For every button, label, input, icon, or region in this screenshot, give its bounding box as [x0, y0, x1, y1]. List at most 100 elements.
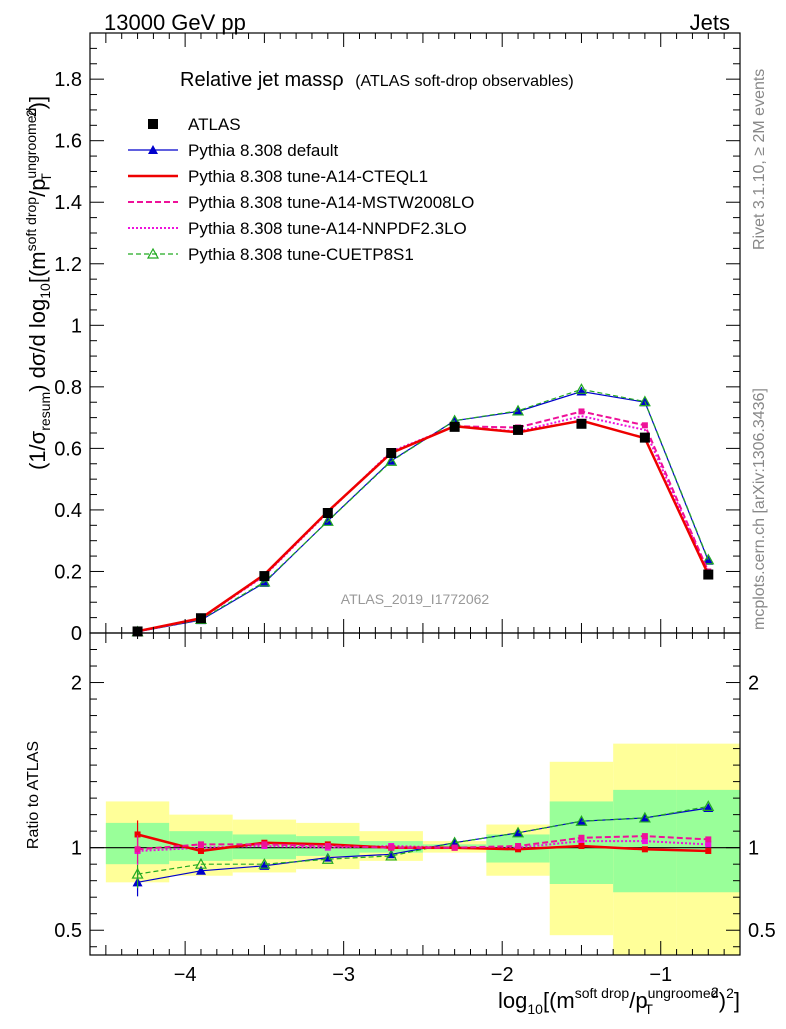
- data-point-atlas-7: [576, 418, 587, 429]
- ratio-point-pythia-8-308-tune-a14-nnpdf2-3lo-1: [197, 844, 204, 851]
- y-tick-label: 1.2: [54, 254, 82, 276]
- ratio-point-pythia-8-308-tune-cuetp8s1-2: [258, 857, 271, 869]
- y-tick-label: 0.4: [54, 500, 82, 522]
- ratio-point-pythia-8-308-tune-cuetp8s1-7: [575, 815, 588, 826]
- ratio-y-tick-label-right: 0.5: [748, 920, 776, 942]
- legend-label-pythia-8-308-tune-a14-nnpdf2-3lo: Pythia 8.308 tune-A14-NNPDF2.3LO: [188, 219, 467, 238]
- legend-marker-pythia-8-308-tune-cuetp8s1: [146, 247, 160, 259]
- x-axis-label: log10[(msoft drop/pungroomed T2)2]: [498, 984, 740, 1017]
- legend: ATLAS Pythia 8.308 default Pythia 8.308 tu…: [128, 115, 474, 264]
- y-tick-label: 1.4: [54, 192, 82, 214]
- ratio-y-tick-label-right: 2: [748, 673, 759, 695]
- ratio-point-pythia-8-308-tune-a14-cteql1-1: [197, 847, 204, 854]
- y-tick-label: 0: [71, 623, 82, 645]
- plot-title-sub: (ATLAS soft-drop observables): [355, 73, 573, 90]
- ratio-point-pythia-8-308-tune-a14-cteql1-0: [134, 831, 141, 838]
- data-point-pythia-8-308-default-9: [703, 555, 714, 565]
- y-tick-label: 0.6: [54, 438, 82, 460]
- ratio-point-pythia-8-308-tune-a14-mstw2008lo-4: [388, 844, 395, 851]
- ratio-point-pythia-8-308-tune-a14-mstw2008lo-5: [451, 844, 458, 851]
- ratio-point-pythia-8-308-tune-cuetp8s1-0: [131, 867, 144, 879]
- ratio-point-pythia-8-308-default-5: [449, 837, 460, 847]
- ratio-y-tick-label-right: 1: [748, 838, 759, 860]
- series-line-pythia-8-308-tune-cuetp8s1: [137, 388, 709, 633]
- legend-label-pythia-8-308-tune-a14-cteql1: Pythia 8.308 tune-A14-CTEQL1: [188, 167, 428, 186]
- ratio-point-pythia-8-308-tune-a14-mstw2008lo-8: [641, 833, 648, 840]
- data-point-pythia-8-308-tune-a14-mstw2008lo-8: [641, 422, 648, 429]
- header-right-label: Jets: [690, 10, 730, 35]
- analysis-tag: ATLAS_2019_I1772062: [341, 591, 490, 607]
- data-point-pythia-8-308-default-4: [386, 455, 397, 465]
- data-point-pythia-8-308-tune-cuetp8s1-3: [321, 515, 334, 526]
- legend-label-pythia-8-308-default: Pythia 8.308 default: [188, 141, 339, 160]
- data-point-atlas-3: [322, 508, 333, 518]
- data-point-pythia-8-308-tune-cuetp8s1-7: [575, 383, 588, 394]
- ratio-point-pythia-8-308-tune-a14-cteql1-9: [705, 847, 712, 854]
- rivet-version-label: Rivet 3.1.10, ≥ 2M events: [751, 69, 768, 250]
- data-point-atlas-5: [449, 421, 460, 432]
- ratio-point-pythia-8-308-tune-a14-mstw2008lo-0: [134, 846, 141, 853]
- ratio-point-pythia-8-308-tune-a14-cteql1-8: [641, 846, 648, 853]
- header-left-label: 13000 GeV pp: [104, 10, 246, 35]
- y-tick-label: 0.8: [54, 377, 82, 399]
- mcplots-label: mcplots.cern.ch [arXiv:1306.3436]: [751, 388, 768, 630]
- y-tick-label: 1.6: [54, 131, 82, 153]
- y-tick-label: 1.8: [54, 69, 82, 91]
- data-point-atlas-4: [386, 448, 397, 458]
- ratio-point-pythia-8-308-tune-a14-mstw2008lo-9: [705, 836, 712, 843]
- y-axis-label-ratio: Ratio to ATLAS: [25, 741, 42, 849]
- plot-title-main: Relative jet massρ: [180, 69, 344, 91]
- ratio-point-pythia-8-308-tune-cuetp8s1-3: [321, 852, 334, 864]
- ratio-point-pythia-8-308-tune-a14-mstw2008lo-6: [515, 843, 522, 850]
- ratio-point-pythia-8-308-tune-cuetp8s1-6: [512, 826, 525, 838]
- data-point-atlas-8: [639, 432, 650, 443]
- legend-marker-atlas: [148, 119, 158, 129]
- data-point-pythia-8-308-tune-cuetp8s1-6: [512, 404, 525, 416]
- ratio-plot-frame: [89, 632, 741, 956]
- y-tick-label: 1: [71, 315, 82, 337]
- data-point-pythia-8-308-tune-cuetp8s1-2: [258, 575, 271, 587]
- data-point-pythia-8-308-tune-cuetp8s1-4: [385, 455, 398, 466]
- y-tick-label: 0.2: [54, 561, 82, 583]
- ratio-point-pythia-8-308-tune-a14-nnpdf2-3lo-9: [705, 841, 712, 848]
- ratio-point-pythia-8-308-default-1: [195, 865, 206, 875]
- data-point-atlas-1: [195, 613, 206, 624]
- x-tick-label: −2: [491, 964, 514, 986]
- ratio-point-pythia-8-308-default-6: [513, 827, 524, 837]
- data-point-pythia-8-308-tune-a14-mstw2008lo-7: [578, 408, 585, 415]
- ratio-point-pythia-8-308-tune-a14-cteql1-6: [515, 846, 522, 853]
- data-point-atlas-6: [513, 424, 524, 435]
- ratio-y-tick-label: 0.5: [54, 920, 82, 942]
- ratio-line-pythia-8-308-tune-a14-cteql1: [137, 833, 709, 853]
- main-plot-panel: 0 0.2 0.4 0.6 0.8 1 1.2 1.4 1.6 1.8: [54, 32, 741, 645]
- ratio-line-pythia-8-308-tune-a14-mstw2008lo: [137, 835, 709, 851]
- data-point-pythia-8-308-tune-cuetp8s1-9: [702, 553, 715, 565]
- ratio-y-tick-label: 1: [71, 838, 82, 860]
- legend-label-pythia-8-308-tune-cuetp8s1: Pythia 8.308 tune-CUETP8S1: [188, 245, 414, 264]
- legend-label-pythia-8-308-tune-a14-mstw2008lo: Pythia 8.308 tune-A14-MSTW2008LO: [188, 193, 474, 212]
- ratio-point-pythia-8-308-tune-a14-mstw2008lo-1: [197, 841, 204, 848]
- data-point-pythia-8-308-tune-cuetp8s1-8: [638, 395, 651, 407]
- data-point-atlas-9: [703, 569, 714, 580]
- ratio-point-pythia-8-308-tune-a14-nnpdf2-3lo-7: [578, 838, 585, 845]
- ratio-point-pythia-8-308-tune-a14-mstw2008lo-7: [578, 834, 585, 841]
- ratio-point-pythia-8-308-default-8: [639, 812, 650, 822]
- x-tick-label: −3: [332, 964, 355, 986]
- ratio-point-pythia-8-308-tune-a14-cteql1-7: [578, 843, 585, 850]
- ratio-point-pythia-8-308-tune-cuetp8s1-9: [702, 800, 715, 811]
- plot-title: Relative jet massρ (ATLAS soft-drop obse…: [180, 69, 574, 91]
- legend-label-atlas: ATLAS: [188, 115, 241, 134]
- x-tick-label: −1: [649, 964, 672, 986]
- ratio-point-pythia-8-308-tune-a14-mstw2008lo-3: [324, 843, 331, 850]
- ratio-point-pythia-8-308-tune-cuetp8s1-1: [194, 857, 207, 869]
- legend-marker-pythia-8-308-default: [148, 145, 158, 154]
- y-axis-label-main: (1/σresum) dσ/d log10[(msoft drop/pungro…: [23, 96, 54, 470]
- ratio-point-pythia-8-308-tune-cuetp8s1-8: [638, 811, 651, 823]
- data-point-atlas-2: [259, 571, 270, 582]
- ratio-plot-panel: 0.5 0.5 1 1 2 2 −4 −3 −2 −1: [54, 632, 776, 986]
- series-line-pythia-8-308-tune-a14-cteql1: [137, 419, 710, 633]
- ratio-point-pythia-8-308-tune-a14-mstw2008lo-2: [261, 841, 268, 848]
- ratio-point-pythia-8-308-tune-a14-nnpdf2-3lo-8: [641, 838, 648, 845]
- ratio-point-pythia-8-308-tune-cuetp8s1-4: [385, 849, 398, 861]
